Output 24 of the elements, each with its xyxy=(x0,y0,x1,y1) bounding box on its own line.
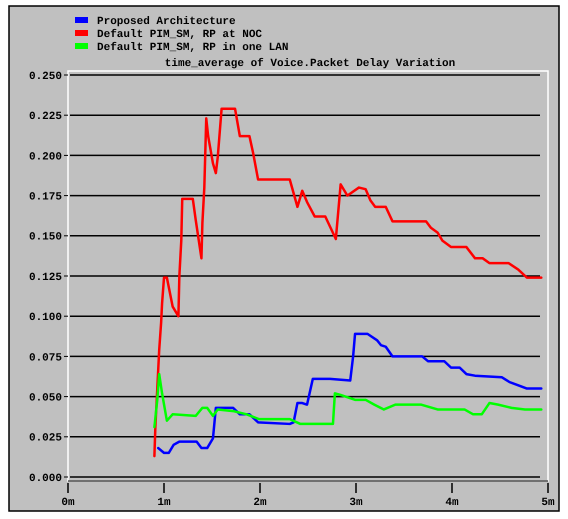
y-tick-label: 0.225 xyxy=(28,111,62,124)
y-tick-label: 0.100 xyxy=(28,312,62,324)
x-tick-label: 1m xyxy=(157,497,171,509)
legend-label: Proposed Architecture xyxy=(97,16,236,28)
y-tick-label: 0.000 xyxy=(28,472,62,485)
y-tick-label: 0.125 xyxy=(28,272,62,284)
x-tick-label: 5m xyxy=(541,497,555,509)
x-tick-label: 0m xyxy=(61,497,75,509)
y-tick-label: 0.025 xyxy=(28,432,62,445)
x-tick-label: 4m xyxy=(445,497,459,509)
legend-label: Default PIM_SM, RP in one LAN xyxy=(97,41,288,54)
y-tick-label: 0.150 xyxy=(28,232,62,244)
chart-title: time_average of Voice.Packet Delay Variation xyxy=(164,57,456,70)
y-tick-label: 0.200 xyxy=(28,151,62,164)
y-tick-label: 0.175 xyxy=(28,191,62,204)
line-series xyxy=(153,108,543,458)
y-tick-label: 0.250 xyxy=(28,70,62,83)
line-series xyxy=(156,332,543,454)
y-tick-label: 0.075 xyxy=(28,352,62,364)
legend-label: Default PIM_SM, RP at NOC xyxy=(97,28,262,41)
y-tick-label: 0.050 xyxy=(28,392,62,404)
x-tick-label: 3m xyxy=(349,497,363,509)
x-tick-label: 2m xyxy=(253,497,267,509)
line-series xyxy=(153,372,543,428)
